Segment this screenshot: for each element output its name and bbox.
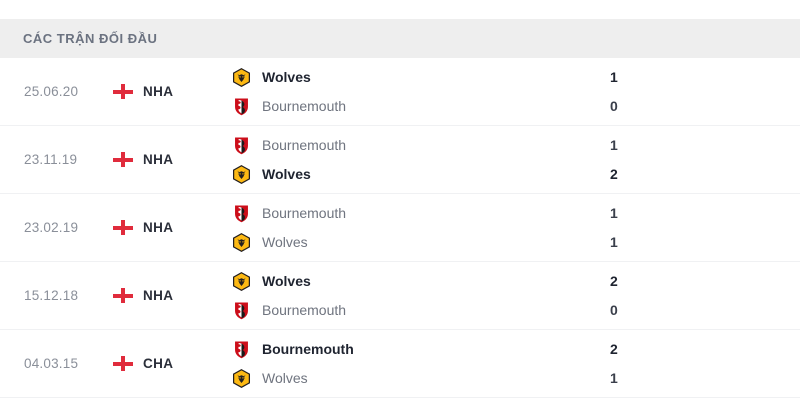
- match-row[interactable]: 23.11.19 NHA Bournemouth Wolves 1 2: [0, 126, 800, 194]
- section-header-title: CÁC TRẬN ĐỐI ĐẦU: [23, 31, 158, 46]
- away-team-line: Wolves: [232, 232, 610, 252]
- scores-cell: 1 1: [610, 204, 800, 252]
- home-team-line: Wolves: [232, 271, 610, 291]
- match-list: 25.06.20 NHA Wolves Bournemouth 1 0: [0, 58, 800, 398]
- wolves-crest-icon: [232, 164, 251, 184]
- away-team-name: Wolves: [262, 166, 311, 182]
- england-flag-icon: [112, 152, 134, 167]
- away-team-name: Wolves: [262, 370, 308, 386]
- match-row[interactable]: 23.02.19 NHA Bournemouth Wolves 1 1: [0, 194, 800, 262]
- match-row[interactable]: 25.06.20 NHA Wolves Bournemouth 1 0: [0, 58, 800, 126]
- home-team-name: Bournemouth: [262, 205, 347, 221]
- match-date: 25.06.20: [24, 84, 79, 99]
- away-score-line: 0: [610, 97, 800, 116]
- competition-cell: NHA: [112, 152, 228, 167]
- home-team-name: Wolves: [262, 273, 311, 289]
- bournemouth-crest-icon: [235, 98, 248, 115]
- match-row[interactable]: 15.12.18 NHA Wolves Bournemouth 2 0: [0, 262, 800, 330]
- home-team-line: Bournemouth: [232, 136, 610, 155]
- away-score-line: 0: [610, 301, 800, 320]
- home-score: 2: [610, 273, 618, 289]
- competition-cell: NHA: [112, 288, 228, 303]
- competition-cell: NHA: [112, 84, 228, 99]
- home-team-line: Wolves: [232, 67, 610, 87]
- teams-cell: Bournemouth Wolves: [228, 204, 610, 252]
- competition-label: NHA: [143, 152, 174, 167]
- england-flag-icon: [112, 220, 134, 235]
- teams-cell: Bournemouth Wolves: [228, 136, 610, 184]
- home-score-line: 1: [610, 136, 800, 155]
- teams-cell: Wolves Bournemouth: [228, 271, 610, 320]
- wolves-crest-icon: [232, 67, 251, 87]
- bournemouth-crest-icon: [235, 137, 248, 154]
- away-score: 1: [610, 234, 618, 250]
- home-score: 1: [610, 69, 618, 85]
- bournemouth-crest-icon: [235, 341, 248, 358]
- home-team-name: Bournemouth: [262, 137, 347, 153]
- bournemouth-crest-icon: [235, 205, 248, 222]
- england-flag-icon: [112, 84, 134, 99]
- bournemouth-crest-icon: [235, 302, 248, 319]
- england-flag-icon: [112, 288, 134, 303]
- competition-cell: NHA: [112, 220, 228, 235]
- home-team-name: Wolves: [262, 69, 311, 85]
- scores-cell: 1 2: [610, 136, 800, 184]
- competition-label: NHA: [143, 288, 174, 303]
- match-row[interactable]: 04.03.15 CHA Bournemouth Wolves 2 1: [0, 330, 800, 398]
- away-team-line: Bournemouth: [232, 97, 610, 116]
- scores-cell: 2 1: [610, 340, 800, 388]
- competition-label: CHA: [143, 356, 174, 371]
- wolves-crest-icon: [232, 368, 251, 388]
- away-score-line: 2: [610, 165, 800, 184]
- home-score: 1: [610, 137, 618, 153]
- away-score-line: 1: [610, 233, 800, 252]
- away-score-line: 1: [610, 369, 800, 388]
- match-date: 23.02.19: [24, 220, 79, 235]
- competition-label: NHA: [143, 84, 174, 99]
- wolves-crest-icon: [232, 271, 251, 291]
- home-score: 2: [610, 341, 618, 357]
- home-score-line: 1: [610, 204, 800, 223]
- section-header: CÁC TRẬN ĐỐI ĐẦU: [0, 19, 800, 58]
- away-team-name: Bournemouth: [262, 302, 347, 318]
- away-score: 1: [610, 370, 618, 386]
- match-date: 15.12.18: [24, 288, 79, 303]
- home-score-line: 2: [610, 272, 800, 291]
- away-team-name: Bournemouth: [262, 98, 347, 114]
- teams-cell: Wolves Bournemouth: [228, 67, 610, 116]
- away-team-line: Bournemouth: [232, 301, 610, 320]
- away-score: 0: [610, 98, 618, 114]
- scores-cell: 2 0: [610, 272, 800, 320]
- away-team-line: Wolves: [232, 164, 610, 184]
- home-score-line: 1: [610, 68, 800, 87]
- away-score: 2: [610, 166, 618, 182]
- home-team-line: Bournemouth: [232, 204, 610, 223]
- away-team-line: Wolves: [232, 368, 610, 388]
- home-score: 1: [610, 205, 618, 221]
- away-team-name: Wolves: [262, 234, 308, 250]
- scores-cell: 1 0: [610, 68, 800, 116]
- home-score-line: 2: [610, 340, 800, 359]
- home-team-name: Bournemouth: [262, 341, 354, 357]
- top-spacer: [0, 0, 800, 19]
- competition-cell: CHA: [112, 356, 228, 371]
- home-team-line: Bournemouth: [232, 340, 610, 359]
- match-date: 04.03.15: [24, 356, 79, 371]
- competition-label: NHA: [143, 220, 174, 235]
- away-score: 0: [610, 302, 618, 318]
- england-flag-icon: [112, 356, 134, 371]
- teams-cell: Bournemouth Wolves: [228, 340, 610, 388]
- wolves-crest-icon: [232, 232, 251, 252]
- match-date: 23.11.19: [24, 152, 78, 167]
